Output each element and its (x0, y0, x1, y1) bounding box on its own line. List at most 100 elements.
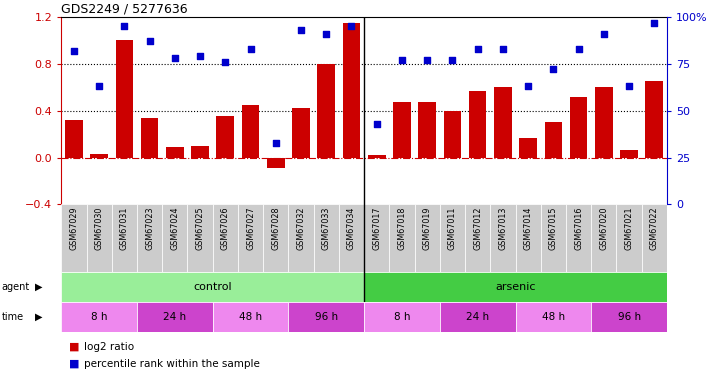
Bar (213, 204, 238, 272)
Bar (61, 272, 364, 302)
Bar (566, 204, 591, 272)
Text: GSM67024: GSM67024 (170, 206, 180, 250)
Bar (490, 204, 516, 272)
Text: GSM67031: GSM67031 (120, 206, 129, 250)
Bar (238, 204, 263, 272)
Bar (61, 302, 137, 332)
Point (195, 53, 206, 59)
Bar (112, 204, 137, 272)
Text: log2 ratio: log2 ratio (84, 342, 135, 352)
Bar (595, 87, 613, 158)
Bar (339, 204, 364, 272)
Bar (137, 302, 213, 332)
Text: 8 h: 8 h (91, 312, 107, 322)
Text: 96 h: 96 h (314, 312, 338, 322)
Text: GSM67012: GSM67012 (473, 206, 482, 250)
Point (144, 38, 156, 44)
Point (598, 31, 610, 37)
Bar (162, 204, 187, 272)
Point (522, 83, 534, 89)
Bar (368, 155, 386, 158)
Text: ■: ■ (68, 359, 79, 369)
Point (245, 46, 257, 52)
Bar (591, 204, 616, 272)
Text: ▶: ▶ (35, 312, 42, 322)
Text: agent: agent (1, 282, 30, 292)
Point (296, 27, 307, 33)
Text: 24 h: 24 h (163, 312, 187, 322)
Text: GSM67025: GSM67025 (195, 206, 205, 250)
Text: GSM67020: GSM67020 (599, 206, 609, 250)
Bar (440, 302, 516, 332)
Text: 48 h: 48 h (541, 312, 565, 322)
Bar (141, 118, 159, 158)
Bar (87, 204, 112, 272)
Bar (465, 204, 490, 272)
Point (118, 23, 131, 29)
Bar (519, 138, 537, 158)
Point (421, 57, 433, 63)
Bar (342, 23, 360, 158)
Text: GSM67028: GSM67028 (271, 206, 280, 250)
Point (624, 83, 635, 89)
Text: GSM67018: GSM67018 (397, 206, 407, 250)
Text: 8 h: 8 h (394, 312, 410, 322)
Point (649, 20, 660, 26)
Bar (216, 117, 234, 158)
Point (397, 57, 408, 63)
Text: GSM67014: GSM67014 (523, 206, 533, 250)
Bar (516, 302, 591, 332)
Text: GSM67032: GSM67032 (296, 206, 306, 250)
Text: GSM67015: GSM67015 (549, 206, 558, 250)
Bar (516, 204, 541, 272)
Bar (364, 272, 667, 302)
Point (68, 48, 80, 54)
Bar (166, 147, 184, 158)
Bar (443, 111, 461, 158)
Point (573, 46, 585, 52)
Text: ▶: ▶ (35, 282, 42, 292)
Point (497, 46, 509, 52)
Point (94, 83, 105, 89)
Bar (389, 204, 415, 272)
Text: control: control (193, 282, 232, 292)
Text: 24 h: 24 h (466, 312, 490, 322)
Point (447, 57, 459, 63)
Text: ■: ■ (68, 342, 79, 352)
Point (169, 55, 181, 61)
Text: GSM67022: GSM67022 (650, 206, 659, 250)
Text: arsenic: arsenic (495, 282, 536, 292)
Bar (288, 302, 364, 332)
Bar (65, 120, 83, 158)
Bar (616, 204, 642, 272)
Bar (541, 204, 566, 272)
Point (220, 59, 231, 65)
Bar (415, 204, 440, 272)
Bar (418, 102, 436, 158)
Bar (620, 150, 638, 158)
Bar (292, 108, 310, 158)
Bar (440, 204, 465, 272)
Bar (213, 302, 288, 332)
Point (548, 66, 559, 72)
Text: GSM67019: GSM67019 (423, 206, 432, 250)
Text: GSM67034: GSM67034 (347, 206, 356, 250)
Point (321, 31, 332, 37)
Text: GSM67026: GSM67026 (221, 206, 230, 250)
Bar (263, 204, 288, 272)
Bar (314, 204, 339, 272)
Bar (645, 81, 663, 158)
Bar (242, 105, 260, 158)
Text: GSM67017: GSM67017 (372, 206, 381, 250)
Point (270, 140, 282, 146)
Text: GSM67013: GSM67013 (498, 206, 508, 250)
Bar (317, 64, 335, 158)
Point (472, 46, 484, 52)
Text: GDS2249 / 5277636: GDS2249 / 5277636 (61, 3, 188, 16)
Bar (469, 91, 487, 158)
Text: GSM67033: GSM67033 (322, 206, 331, 250)
Text: time: time (1, 312, 24, 322)
Text: GSM67029: GSM67029 (69, 206, 79, 250)
Text: GSM67021: GSM67021 (624, 206, 634, 250)
Bar (494, 87, 512, 158)
